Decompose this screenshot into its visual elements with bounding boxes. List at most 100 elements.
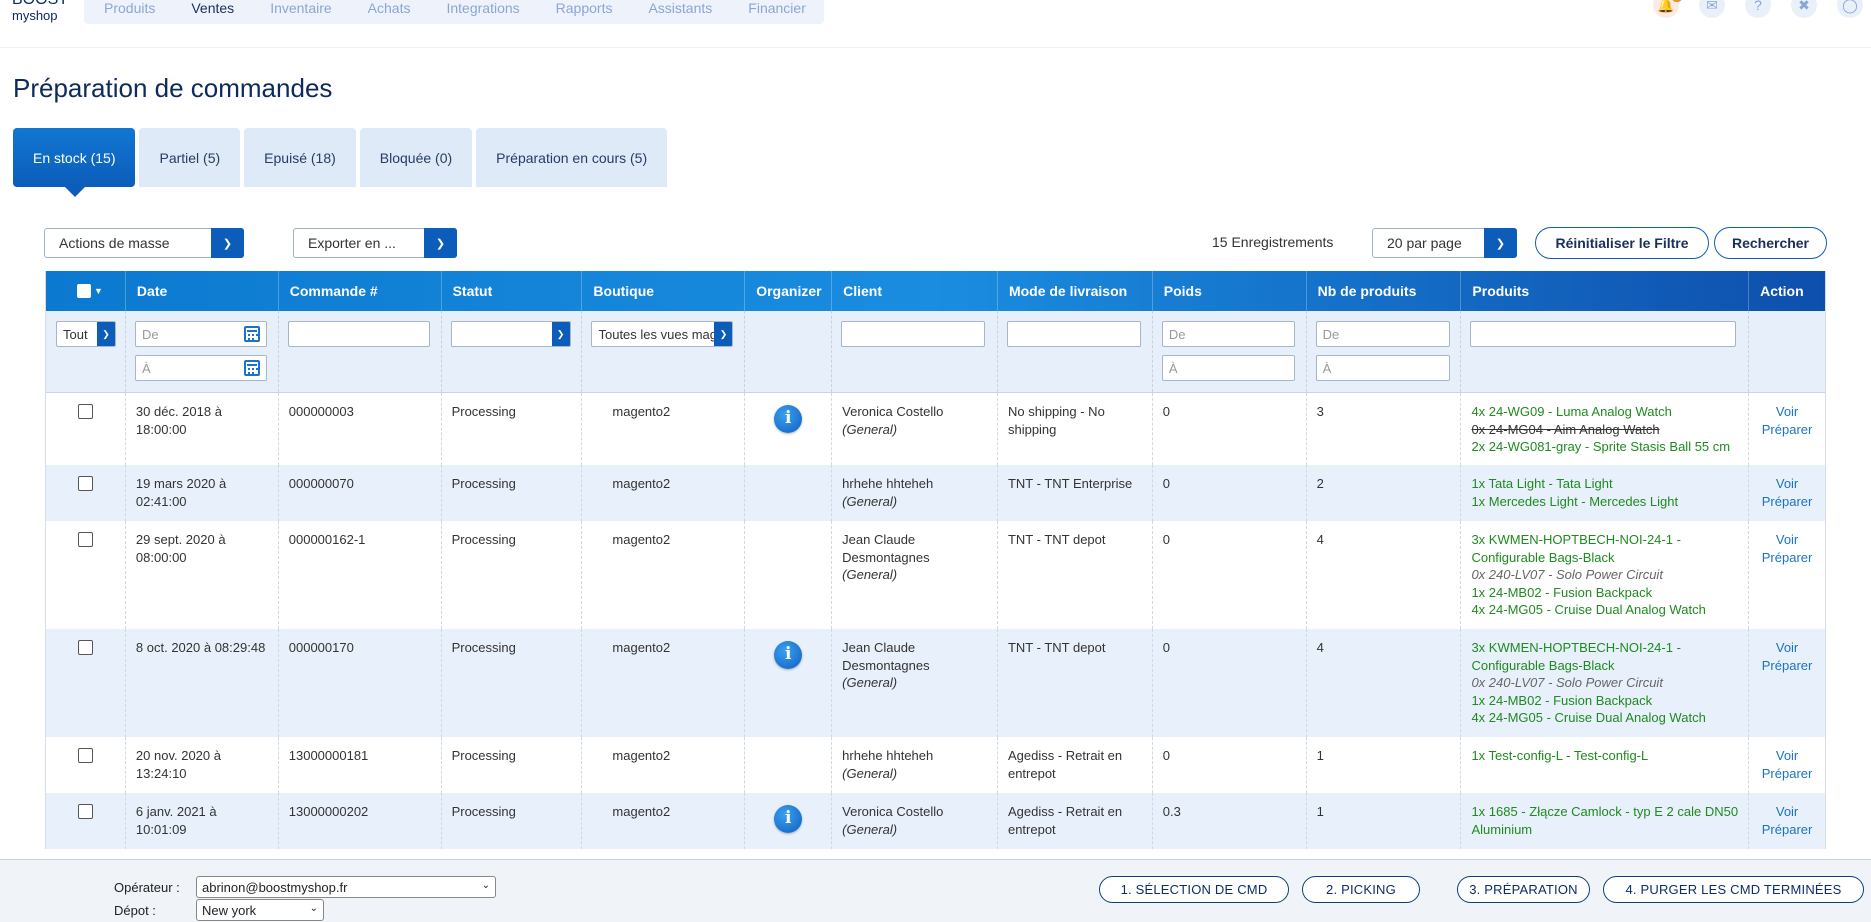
tab-bloquee[interactable]: Bloquée (0) xyxy=(359,128,473,187)
row-checkbox[interactable] xyxy=(77,404,93,419)
client-group: (General) xyxy=(842,821,898,837)
cell-date: 29 sept. 2020 à 08:00:00 xyxy=(126,521,279,629)
nav-item-integrations[interactable]: Integrations xyxy=(446,0,520,16)
count-from-input[interactable]: De xyxy=(1315,321,1450,347)
cell-shop: magento2 xyxy=(582,465,746,521)
header-status[interactable]: Statut xyxy=(442,271,583,311)
weight-to-input[interactable]: À xyxy=(1161,355,1295,381)
cell-organizer xyxy=(745,737,833,793)
shop-filter-value: Toutes les vues magasin xyxy=(598,326,734,342)
chevron-down-icon: ❯ xyxy=(97,322,115,346)
cell-weight: 0 xyxy=(1153,629,1307,737)
product-line: 0x 240-LV07 - Solo Power Circuit xyxy=(1471,567,1663,582)
header-shop[interactable]: Boutique xyxy=(582,271,746,311)
row-checkbox[interactable] xyxy=(77,804,93,819)
row-checkbox[interactable] xyxy=(77,640,93,655)
select-all-checkbox[interactable] xyxy=(77,284,91,298)
step-selection-button[interactable]: 1. SÉLECTION DE CMD xyxy=(1099,876,1289,903)
bell-icon[interactable]: 🔔1 xyxy=(1653,0,1683,18)
prepare-link[interactable]: Préparer xyxy=(1761,821,1813,837)
prepare-link[interactable]: Préparer xyxy=(1761,765,1813,781)
help-icon[interactable]: ? xyxy=(1745,0,1771,18)
info-icon[interactable]: i xyxy=(774,641,803,669)
calendar-icon[interactable] xyxy=(244,360,260,376)
nav-item-achats[interactable]: Achats xyxy=(367,0,411,16)
export-select[interactable]: Exporter en ... ❯ xyxy=(293,228,457,258)
calendar-icon[interactable] xyxy=(244,326,260,342)
search-button[interactable]: Rechercher xyxy=(1714,227,1827,259)
row-checkbox[interactable] xyxy=(77,532,93,547)
nav-item-produits[interactable]: Produits xyxy=(104,0,156,16)
step-preparation-button[interactable]: 3. PRÉPARATION xyxy=(1457,876,1590,903)
date-from-input[interactable]: De xyxy=(135,321,267,347)
products-filter-input[interactable] xyxy=(1470,321,1737,347)
mass-actions-select[interactable]: Actions de masse ❯ xyxy=(44,228,244,258)
header-client[interactable]: Client xyxy=(832,271,998,311)
prepare-link[interactable]: Préparer xyxy=(1761,421,1813,437)
mail-icon[interactable]: ✉ xyxy=(1699,0,1725,18)
header-date[interactable]: Date xyxy=(126,271,279,311)
status-filter-select[interactable]: ❯ xyxy=(450,321,571,347)
view-link[interactable]: Voir xyxy=(1775,404,1799,419)
tools-icon[interactable]: ✖ xyxy=(1791,0,1817,18)
date-to-input[interactable]: À xyxy=(135,355,267,381)
view-link[interactable]: Voir xyxy=(1775,532,1799,547)
header-order[interactable]: Commande # xyxy=(279,271,442,311)
prepare-link[interactable]: Préparer xyxy=(1761,549,1813,565)
view-link[interactable]: Voir xyxy=(1775,476,1799,491)
info-icon[interactable]: i xyxy=(774,805,803,833)
per-page-select[interactable]: 20 par page ❯ xyxy=(1372,228,1517,258)
nav-item-financier[interactable]: Financier xyxy=(748,0,806,16)
client-name: Veronica Costello xyxy=(842,404,944,419)
header-shipping[interactable]: Mode de livraison xyxy=(998,271,1153,311)
tab-en-stock[interactable]: En stock (15) xyxy=(13,128,136,197)
table-row[interactable]: 8 oct. 2020 à 08:29:48 000000170 Processin… xyxy=(46,629,1825,737)
logo[interactable]: BOOST myshop xyxy=(12,0,68,24)
order-filter-input[interactable] xyxy=(287,321,430,347)
info-icon[interactable]: i xyxy=(774,405,803,433)
row-checkbox[interactable] xyxy=(77,748,93,763)
product-line: 1x 24-MB02 - Fusion Backpack xyxy=(1471,692,1653,708)
nav-item-ventes[interactable]: Ventes xyxy=(191,0,235,16)
view-link[interactable]: Voir xyxy=(1775,748,1799,763)
tab-preparation-en-cours[interactable]: Préparation en cours (5) xyxy=(476,128,668,187)
header-select-all[interactable]: ▼ xyxy=(46,271,126,311)
status-tabs: En stock (15) Partiel (5) Epuisé (18) Bl… xyxy=(13,128,668,197)
step-picking-button[interactable]: 2. PICKING xyxy=(1302,876,1420,903)
row-checkbox[interactable] xyxy=(77,476,93,491)
header-weight[interactable]: Poids xyxy=(1153,271,1307,311)
caret-down-icon[interactable]: ▼ xyxy=(94,286,103,296)
nav-item-rapports[interactable]: Rapports xyxy=(555,0,613,16)
weight-from-input[interactable]: De xyxy=(1161,321,1295,347)
cell-action: Voir Préparer xyxy=(1749,393,1825,465)
view-link[interactable]: Voir xyxy=(1775,640,1799,655)
prepare-link[interactable]: Préparer xyxy=(1761,657,1813,673)
select-filter[interactable]: Tout ❯ xyxy=(56,321,116,347)
operator-select[interactable]: abrinon@boostmyshop.fr ⌄ xyxy=(196,876,496,898)
count-to-input[interactable]: À xyxy=(1315,355,1450,381)
shipping-filter-input[interactable] xyxy=(1007,321,1141,347)
nav-item-assistants[interactable]: Assistants xyxy=(648,0,713,16)
product-line: 4x 24-MG05 - Cruise Dual Analog Watch xyxy=(1471,602,1706,617)
cell-date: 8 oct. 2020 à 08:29:48 xyxy=(126,629,279,737)
table-row[interactable]: 30 déc. 2018 à 18:00:00 000000003 Processi… xyxy=(46,393,1825,465)
table-row[interactable]: 6 janv. 2021 à 10:01:09 13000000202 Proces… xyxy=(46,793,1825,849)
depot-select[interactable]: New york ⌄ xyxy=(196,899,324,921)
table-row[interactable]: 29 sept. 2020 à 08:00:00 000000162-1 Proce… xyxy=(46,521,1825,629)
nav-item-inventaire[interactable]: Inventaire xyxy=(270,0,332,16)
shop-filter-select[interactable]: Toutes les vues magasin ❯ xyxy=(591,321,734,347)
header-organizer: Organizer xyxy=(745,271,833,311)
prepare-link[interactable]: Préparer xyxy=(1761,493,1813,509)
user-icon[interactable]: ◯ xyxy=(1837,0,1863,18)
view-link[interactable]: Voir xyxy=(1775,804,1799,819)
step-purge-button[interactable]: 4. PURGER LES CMD TERMINÉES xyxy=(1603,876,1864,903)
table-row[interactable]: 19 mars 2020 à 02:41:00 000000070 Processi… xyxy=(46,465,1825,521)
logo-line1: BOOST xyxy=(12,0,68,8)
tab-partiel[interactable]: Partiel (5) xyxy=(139,128,241,187)
cell-shipping: TNT - TNT depot xyxy=(998,629,1153,737)
tab-epuise[interactable]: Epuisé (18) xyxy=(244,128,356,187)
client-filter-input[interactable] xyxy=(841,321,986,347)
reset-filter-button[interactable]: Réinitialiser le Filtre xyxy=(1535,227,1709,259)
table-row[interactable]: 20 nov. 2020 à 13:24:10 13000000181 Proces… xyxy=(46,737,1825,793)
header-product-count[interactable]: Nb de produits xyxy=(1307,271,1462,311)
